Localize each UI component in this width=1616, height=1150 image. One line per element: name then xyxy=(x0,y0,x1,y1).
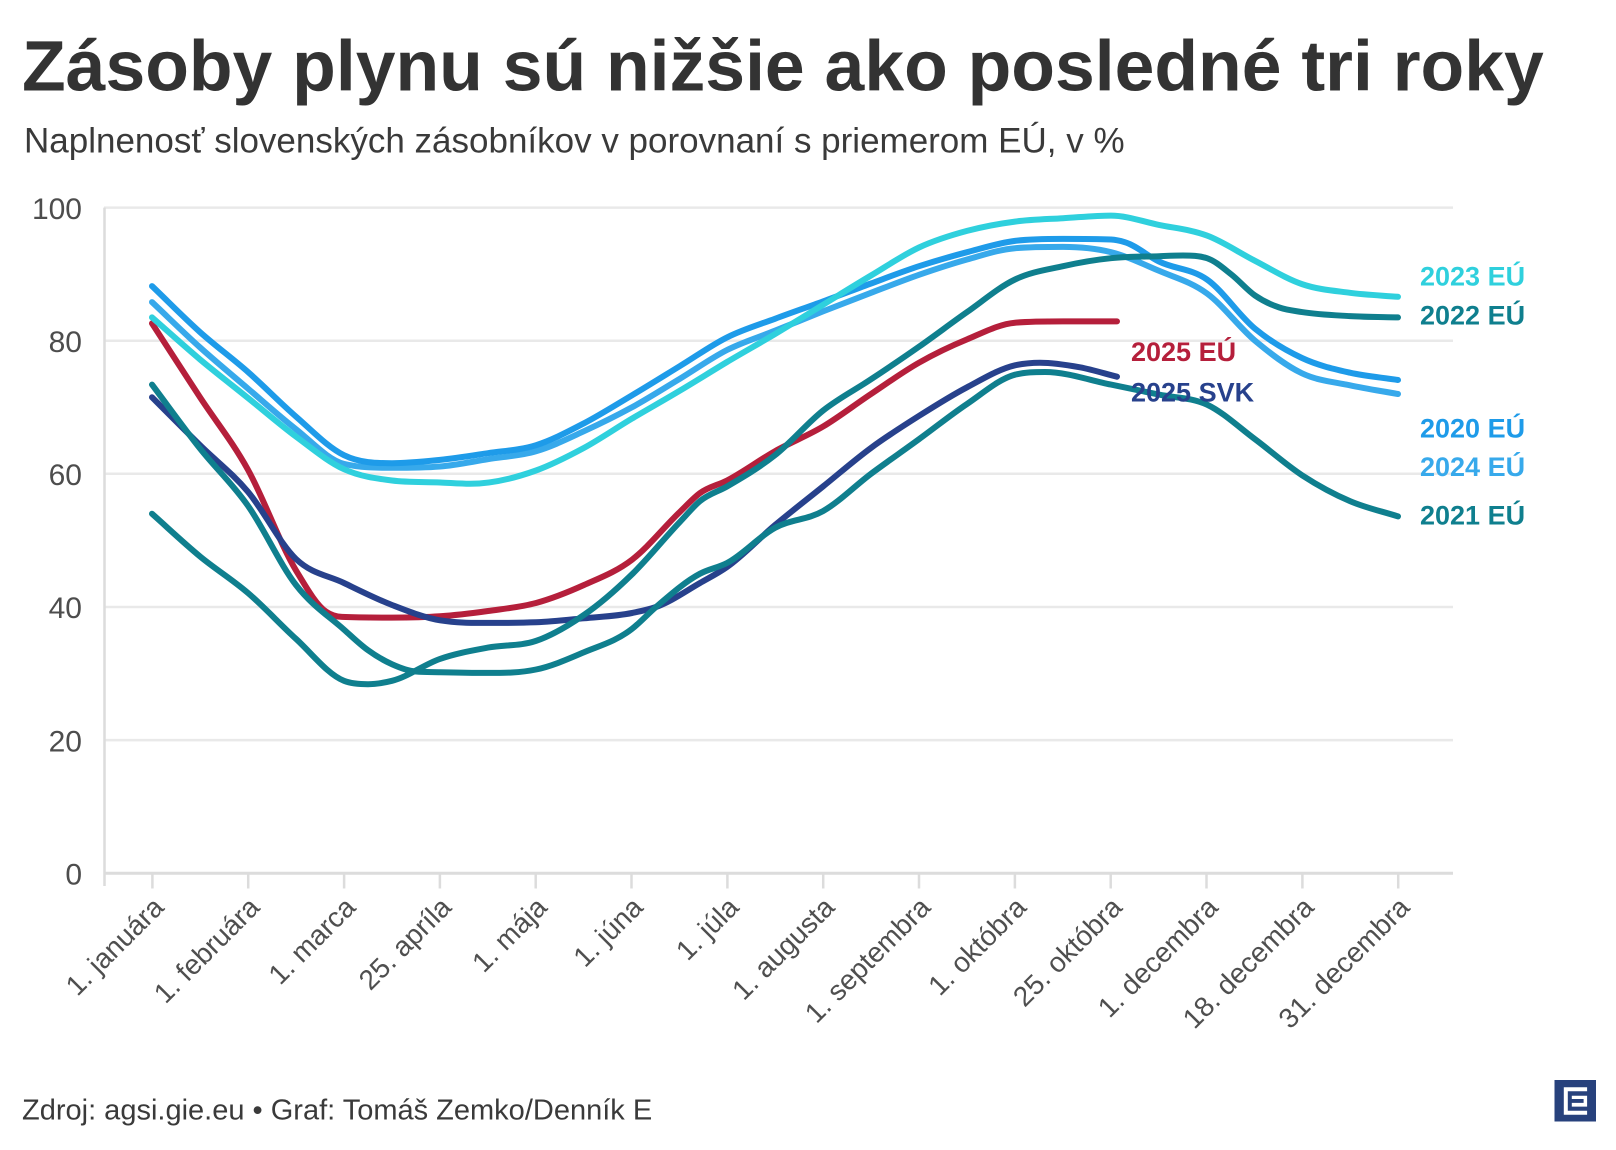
svg-text:40: 40 xyxy=(49,592,82,625)
svg-text:Naplnenosť slovenských zásobní: Naplnenosť slovenských zásobníkov v poro… xyxy=(24,122,1125,161)
svg-text:0: 0 xyxy=(65,858,82,891)
svg-text:2024 EÚ: 2024 EÚ xyxy=(1420,451,1525,482)
svg-text:1. júla: 1. júla xyxy=(670,891,745,966)
svg-text:Zásoby plynu sú nižšie ako pos: Zásoby plynu sú nižšie ako posledné tri … xyxy=(22,27,1544,107)
svg-text:2021 EÚ: 2021 EÚ xyxy=(1420,500,1525,531)
svg-text:2025 SVK: 2025 SVK xyxy=(1131,378,1255,408)
svg-text:1. marca: 1. marca xyxy=(262,891,361,990)
svg-text:25. apríla: 25. apríla xyxy=(353,891,458,996)
svg-text:2023 EÚ: 2023 EÚ xyxy=(1420,260,1525,291)
svg-text:2025 EÚ: 2025 EÚ xyxy=(1131,336,1236,367)
svg-text:80: 80 xyxy=(49,326,82,359)
svg-text:2020 EÚ: 2020 EÚ xyxy=(1420,413,1525,444)
svg-text:1. februára: 1. februára xyxy=(148,891,266,1009)
svg-text:60: 60 xyxy=(49,459,82,492)
svg-text:1. mája: 1. mája xyxy=(466,891,553,978)
svg-text:Zdroj: agsi.gie.eu • Graf: Tom: Zdroj: agsi.gie.eu • Graf: Tomáš Zemko/D… xyxy=(22,1095,652,1127)
svg-text:2022 EÚ: 2022 EÚ xyxy=(1420,300,1525,331)
svg-text:100: 100 xyxy=(32,193,82,226)
svg-text:20: 20 xyxy=(49,725,82,758)
svg-text:1. júna: 1. júna xyxy=(567,891,649,973)
